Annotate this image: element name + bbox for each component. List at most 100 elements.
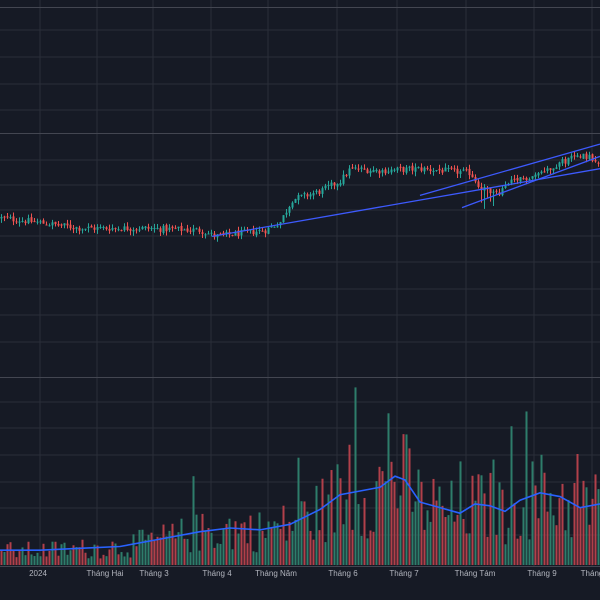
candle-body [501,188,504,196]
volume-bar [99,558,102,565]
volume-bar [210,532,213,565]
volume-bar [402,434,405,565]
trendline [461,155,600,209]
candle-body [24,221,27,224]
candle-body [36,221,39,223]
volume-bar [153,540,156,565]
candle-body [393,169,396,171]
candle-body [435,170,438,172]
volume-bar [372,531,375,565]
volume-bar [546,511,549,565]
volume-bar [57,555,60,565]
volume-bar [132,534,135,565]
volume-bar [468,533,471,565]
volume-bar [411,511,414,565]
candle-body [540,171,543,174]
volume-bar [93,544,96,565]
volume-bar [51,541,54,565]
candle-body [591,154,594,161]
candle-body [93,227,96,230]
volume-bar [432,478,435,565]
candle-body [87,226,90,228]
candle-body [135,229,138,231]
candle-body [351,167,354,169]
candle-body [303,193,306,195]
volume-bar [222,528,225,565]
volume-bar [375,481,378,565]
volume-bar [336,464,339,565]
volume-bar [54,541,57,565]
candle-body [333,182,336,186]
volume-bar [276,523,279,565]
volume-bar [537,518,540,565]
candle-body [261,230,264,232]
candle-body [306,194,309,197]
candle-body [297,195,300,201]
volume-bar [192,476,195,565]
candle-body [510,179,513,184]
volume-bar [342,524,345,565]
volume-bar [69,550,72,565]
candle-body [189,230,192,232]
volume-bar [201,513,204,565]
candle-body [573,155,576,157]
candle-body [453,168,456,170]
candle-body [282,215,285,223]
candle-body [549,168,552,170]
candle-body [348,168,351,176]
volume-bar [339,478,342,565]
candle-body [477,181,480,187]
volume-bar [297,457,300,565]
volume-bar [90,556,93,565]
volume-bar [405,434,408,565]
candle-body [186,228,189,232]
volume-bar [462,518,465,565]
candle-body [480,186,483,190]
candle-body [258,230,261,232]
x-tick-label: Tháng 6 [328,569,358,578]
volume-bar [480,475,483,565]
candle-body [108,228,111,231]
volume-bars [0,387,600,565]
volume-bar [195,514,198,565]
candle-body [531,176,534,179]
candle-body [312,193,315,196]
candle-body [165,224,168,232]
candle-body [51,222,54,226]
candle-body [114,228,117,230]
volume-bar [390,461,393,565]
candle-body [285,212,288,215]
volume-bar [168,530,171,565]
candle-body [75,227,78,229]
volume-bar [120,552,123,565]
candle-body [318,190,321,194]
candle-body [570,155,573,159]
volume-bar [81,539,84,565]
volume-bar [567,499,570,565]
candle-body [429,169,432,172]
volume-bar [291,530,294,565]
volume-bar [516,538,519,565]
candle-body [48,225,51,227]
volume-bar [498,482,501,565]
candle-body [195,228,198,230]
candle-body [60,224,63,226]
candle-body [102,226,105,228]
candle-body [462,169,465,171]
volume-bar [126,552,129,565]
volume-bar [216,543,219,565]
volume-bar [60,544,63,565]
volume-bar [147,534,150,565]
candle-body [522,178,525,180]
volume-bar [123,556,126,565]
candle-body [177,226,180,229]
volume-bar [207,528,210,565]
volume-bar [213,547,216,565]
volume-bar [162,524,165,565]
volume-bar [3,551,6,565]
volume-bar [165,536,168,565]
candle-body [15,221,18,223]
volume-bar [534,485,537,565]
volume-bar [525,411,528,565]
